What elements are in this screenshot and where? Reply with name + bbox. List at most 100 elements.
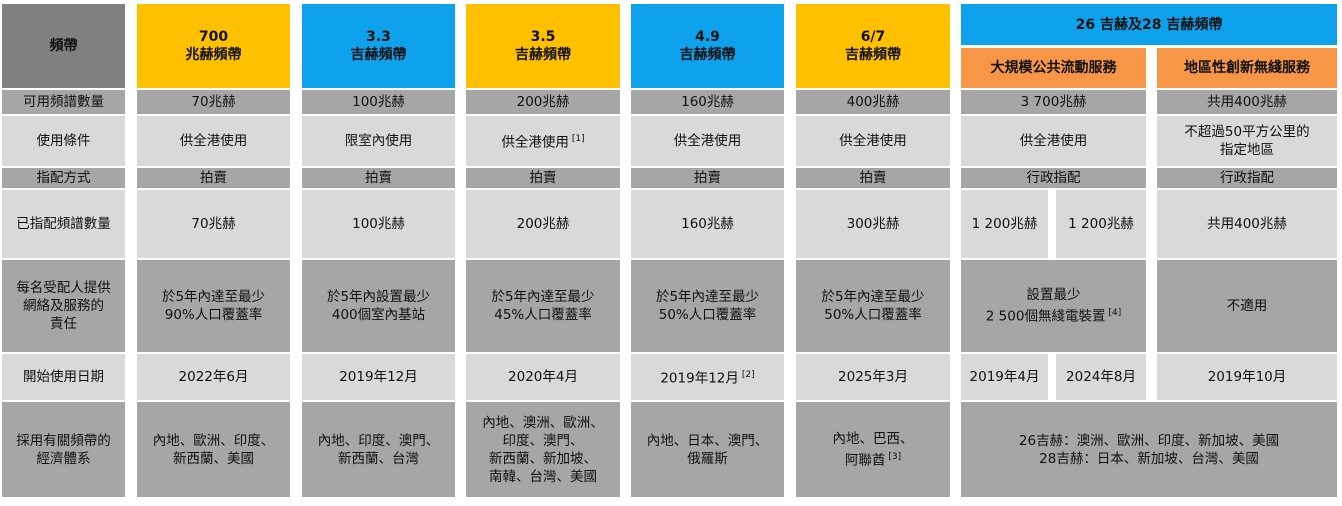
band-title: 4.9 — [695, 29, 720, 45]
table-cell: 於5年內設置最少 400個室內基站 — [302, 260, 455, 352]
row-label: 開始使用日期 — [2, 354, 125, 400]
cell-text: 50%人口覆蓋率 — [658, 307, 757, 323]
row-label-text: 責任 — [50, 316, 77, 332]
table-cell: 2019年12月 — [302, 354, 455, 400]
table-cell: 行政指配 — [1157, 168, 1337, 188]
band-header: 3.3 吉赫頻帶 — [302, 4, 455, 88]
group-title: 26 吉赫及28 吉赫頻帶 — [1075, 16, 1223, 33]
table-cell: 內地、歐洲、印度、 新西蘭、美國 — [137, 402, 290, 497]
cell-text: 阿聯酋 [3] — [844, 451, 902, 469]
table-cell: 400兆赫 — [796, 90, 950, 114]
table-cell: 100兆赫 — [302, 90, 455, 114]
band-header: 700 兆赫頻帶 — [137, 4, 290, 88]
row-label-text: 可用頻譜數量 — [23, 94, 104, 110]
row-label-text: 已指配頻譜數量 — [16, 216, 111, 232]
cell-text: 俄羅斯 — [687, 450, 728, 467]
footnote-ref: [3] — [888, 451, 902, 462]
group-header: 26 吉赫及28 吉赫頻帶 — [961, 4, 1337, 45]
cell-text: 3 700兆赫 — [1020, 94, 1087, 110]
table-cell: 於5年內達至最少 50%人口覆蓋率 — [796, 260, 950, 352]
table-cell: 70兆赫 — [137, 190, 290, 258]
table-cell: 內地、日本、澳門、 俄羅斯 — [631, 402, 784, 497]
band-title: 6/7 — [860, 29, 886, 45]
band-title: 700 — [198, 29, 229, 45]
footnote-ref: [1] — [571, 134, 585, 145]
cell-text: 於5年內達至最少 — [655, 289, 760, 305]
table-cell: 拍賣 — [631, 168, 784, 188]
cell-text: 2019年10月 — [1207, 369, 1287, 385]
cell-text: 行政指配 — [1026, 170, 1081, 186]
cell-text: 45%人口覆蓋率 — [494, 307, 592, 323]
table-cell: 200兆赫 — [466, 90, 620, 114]
row-label: 可用頻譜數量 — [2, 90, 125, 114]
table-cell: 拍賣 — [466, 168, 620, 188]
table-cell: 拍賣 — [302, 168, 455, 188]
cell-text: 2025年3月 — [838, 369, 908, 385]
cell-text: 2022年6月 — [178, 369, 249, 385]
row-label: 採用有關頻帶的 經濟體系 — [2, 402, 125, 497]
cell-text: 2024年8月 — [1066, 369, 1136, 385]
cell-text: 200兆赫 — [516, 216, 570, 232]
cell-text: 於5年內達至最少 — [161, 289, 266, 305]
cell-text: 拍賣 — [365, 170, 392, 186]
cell-text: 供全港使用 — [179, 133, 248, 149]
cell-text: 供全港使用 — [839, 133, 907, 149]
cell-text: 印度、澳門、 — [502, 432, 584, 449]
table-cell: 於5年內達至最少 45%人口覆蓋率 — [466, 260, 620, 352]
table-cell: 內地、印度、澳門、 新西蘭、台灣 — [302, 402, 455, 497]
row-label-text: 指配方式 — [36, 170, 91, 186]
cell-text: 行政指配 — [1220, 170, 1274, 186]
table-cell: 行政指配 — [961, 168, 1146, 188]
table-cell: 3 700兆赫 — [961, 90, 1146, 114]
table-cell: 供全港使用 — [631, 116, 784, 166]
cell-text: 不適用 — [1226, 298, 1268, 314]
table-cell: 不超過50平方公里的 指定地區 — [1157, 116, 1337, 166]
cell-text: 拍賣 — [529, 170, 557, 186]
table-cell: 供全港使用 — [137, 116, 290, 166]
cell-text: 160兆赫 — [681, 216, 734, 232]
table-cell: 設置最少 2 500個無綫電裝置 [4] — [961, 260, 1146, 352]
cell-text: 160兆赫 — [681, 94, 734, 110]
cell-text: 供全港使用 — [673, 133, 742, 149]
subheader: 地區性創新無綫服務 — [1157, 48, 1337, 88]
band-header: 6/7 吉赫頻帶 — [796, 4, 950, 88]
table-cell: 2024年8月 — [1056, 354, 1146, 400]
cell-text: 設置最少 — [1026, 287, 1081, 304]
cell-text: 內地、巴西、 — [832, 430, 914, 447]
table-cell: 2025年3月 — [796, 354, 950, 400]
table-cell: 2019年10月 — [1157, 354, 1337, 400]
cell-text: 新西蘭、新加坡、 — [489, 450, 597, 467]
band-subtitle: 兆赫頻帶 — [185, 47, 242, 63]
table-cell: 1 200兆赫 — [961, 190, 1048, 258]
table-cell: 於5年內達至最少 50%人口覆蓋率 — [631, 260, 784, 352]
cell-text: 共用400兆赫 — [1207, 94, 1287, 110]
table-cell: 200兆赫 — [466, 190, 620, 258]
cell-text: 拍賣 — [859, 170, 887, 186]
table-cell: 限室內使用 — [302, 116, 455, 166]
subheader-text: 大規模公共流動服務 — [990, 60, 1117, 76]
cell-text: 內地、澳洲、歐洲、 — [482, 414, 604, 431]
table-cell: 2019年12月 [2] — [631, 354, 784, 400]
table-cell: 2022年6月 — [137, 354, 290, 400]
band-subtitle: 吉赫頻帶 — [350, 47, 407, 63]
table-cell: 供全港使用 [1] — [466, 116, 620, 166]
cell-text: 南韓、台灣、美國 — [489, 468, 597, 485]
cell-text: 2020年4月 — [508, 369, 578, 385]
cell-text: 內地、印度、澳門、 — [317, 432, 440, 449]
cell-text: 2019年4月 — [969, 369, 1040, 385]
cell-text: 內地、日本、澳門、 — [646, 432, 769, 449]
footnote-ref: [4] — [1108, 308, 1122, 319]
band-header: 4.9 吉赫頻帶 — [631, 4, 784, 88]
cell-text: 50%人口覆蓋率 — [824, 307, 922, 323]
row-label-text: 每名受配人提供 — [16, 280, 111, 296]
table-cell: 不適用 — [1157, 260, 1337, 352]
cell-text: 2019年12月 — [339, 369, 418, 385]
table-cell: 共用400兆赫 — [1157, 90, 1337, 114]
subheader-text: 地區性創新無綫服務 — [1184, 60, 1310, 76]
cell-text: 新西蘭、美國 — [173, 450, 254, 467]
cell-text: 70兆赫 — [191, 216, 236, 232]
subheader: 大規模公共流動服務 — [961, 48, 1146, 88]
table-cell: 2020年4月 — [466, 354, 620, 400]
cell-text: 100兆赫 — [352, 94, 405, 110]
row-label-text: 網絡及服務的 — [23, 298, 104, 314]
